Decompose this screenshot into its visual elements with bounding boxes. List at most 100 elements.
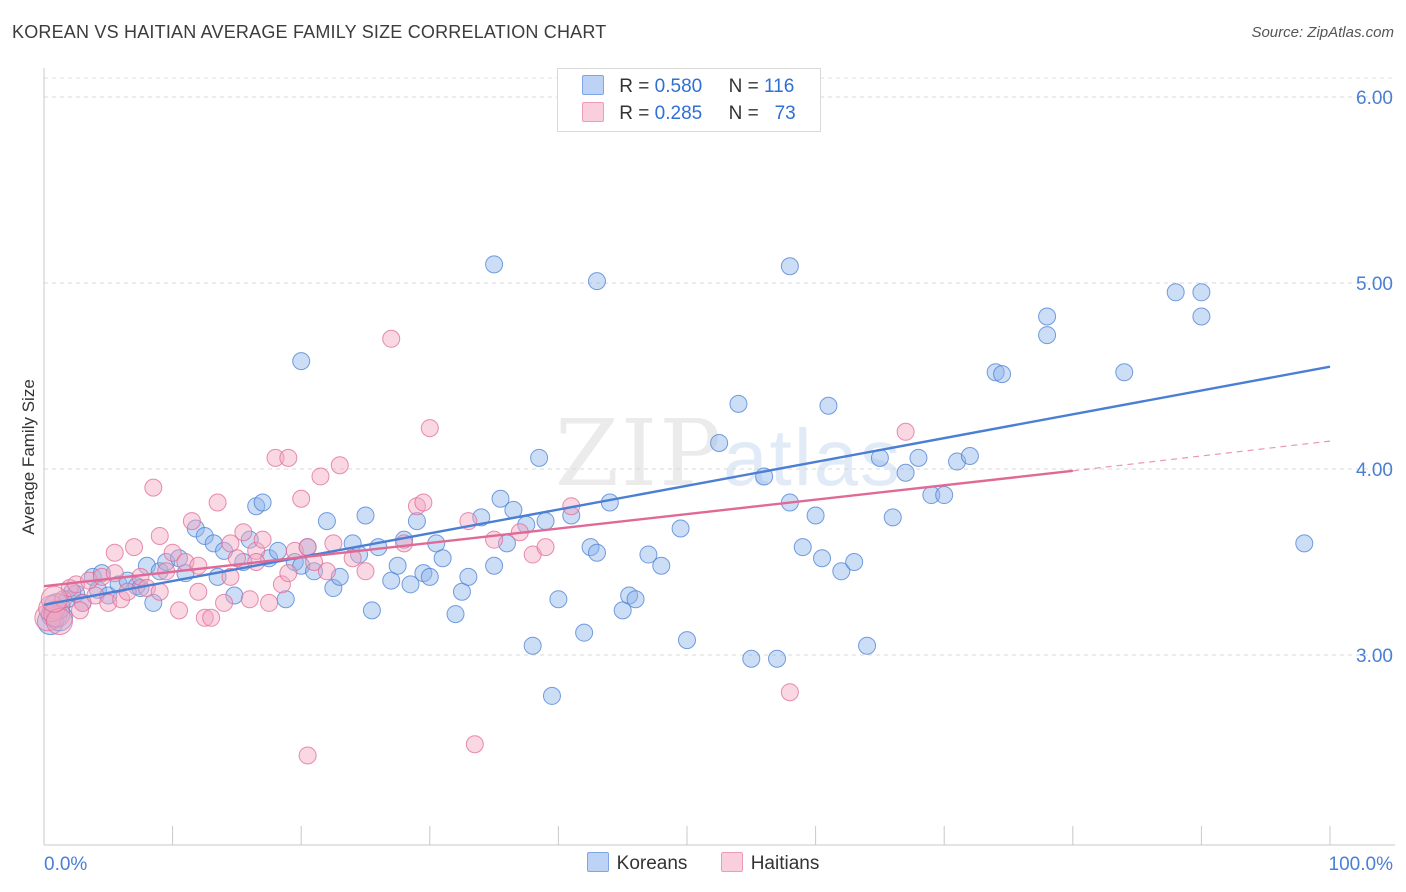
koreans-point — [993, 365, 1012, 384]
haitians-point — [253, 530, 272, 549]
koreans-point — [45, 604, 73, 632]
koreans-point — [407, 512, 426, 531]
koreans-point — [832, 562, 851, 581]
haitians-point — [272, 575, 291, 594]
koreans-point — [317, 512, 336, 531]
koreans-point — [729, 394, 748, 413]
koreans-trend-line — [43, 365, 1331, 606]
haitians-point — [260, 593, 279, 612]
haitians-point — [330, 456, 349, 475]
koreans-point — [896, 463, 915, 482]
haitians-point — [279, 448, 298, 467]
korean-r-label: R = — [619, 76, 650, 97]
haitians-trend-line — [43, 469, 1073, 588]
koreans-point — [542, 686, 561, 705]
koreans-point — [485, 556, 504, 575]
haitians-point — [118, 582, 137, 601]
haitians-point — [420, 419, 439, 438]
haitian-n-value: 73 — [774, 103, 796, 124]
haitians-point — [170, 601, 189, 620]
haitians-point — [45, 608, 73, 636]
haitians-point — [485, 530, 504, 549]
haitians-point — [343, 549, 362, 568]
x-tick-label-min: 0.0% — [44, 854, 87, 875]
koreans-point — [639, 545, 658, 564]
haitians-point — [105, 543, 124, 562]
korean-n-value: 116 — [764, 76, 795, 97]
koreans-point — [109, 575, 128, 594]
koreans-point — [845, 553, 864, 571]
koreans-point — [324, 579, 343, 598]
haitians-point — [150, 526, 169, 545]
koreans-point — [523, 636, 542, 655]
koreans-point — [883, 508, 902, 527]
haitians-point — [150, 582, 169, 601]
haitians-point — [189, 556, 208, 575]
koreans-point — [813, 549, 832, 568]
y-axis-title: Average Family Size — [19, 379, 38, 535]
chart-title: KOREAN VS HAITIAN AVERAGE FAMILY SIZE CO… — [12, 22, 607, 42]
haitians-point — [208, 493, 227, 512]
koreans-point — [433, 549, 452, 568]
koreans-point — [195, 526, 214, 545]
koreans-point — [986, 363, 1005, 382]
haitians-point — [414, 493, 433, 512]
koreans-point — [1192, 283, 1211, 302]
y-tick-label: 6.00 — [1356, 88, 1393, 109]
koreans-point — [253, 493, 272, 512]
watermark: ZIPatlas — [555, 400, 902, 507]
haitians-point — [311, 467, 330, 486]
legend-item-koreans[interactable]: Koreans — [586, 852, 688, 875]
haitians-point — [356, 562, 375, 581]
watermark-atlas: atlas — [723, 413, 903, 502]
koreans-point — [1038, 307, 1057, 326]
haitian-n-label: N = — [728, 103, 759, 124]
koreans-point — [292, 352, 311, 371]
haitians-point — [202, 608, 221, 627]
koreans-point — [420, 567, 439, 586]
koreans-point — [909, 448, 928, 467]
x-tick-label-max: 100.0% — [1329, 854, 1394, 875]
haitian-swatch — [582, 102, 604, 122]
koreans-point — [446, 605, 465, 624]
haitians-point — [234, 523, 253, 542]
y-tick-label: 5.00 — [1356, 274, 1393, 295]
korean-r-value: 0.580 — [654, 76, 703, 97]
koreans-point — [858, 636, 877, 655]
koreans-point — [485, 255, 504, 274]
koreans-point — [305, 562, 324, 581]
koreans-point — [793, 538, 812, 557]
y-tick-label: 3.00 — [1356, 646, 1393, 667]
watermark-zip: ZIP — [555, 400, 724, 507]
koreans-point — [935, 486, 954, 505]
koreans-point — [388, 556, 407, 575]
koreans-point — [678, 631, 696, 650]
koreans-legend-label: Koreans — [616, 853, 688, 874]
koreans-point — [600, 493, 619, 512]
legend-item-haitians[interactable]: Haitians — [720, 852, 819, 875]
haitians-trend-extension — [1072, 440, 1331, 472]
haitians-point — [40, 585, 68, 613]
koreans-point — [144, 593, 163, 612]
legend-row-haitian: R = 0.285 N = 73 — [582, 102, 796, 126]
haitians-point — [266, 448, 285, 467]
haitians-point — [382, 329, 401, 348]
legend-row-korean: R = 0.580 N = 116 — [582, 75, 794, 99]
haitians-point — [536, 538, 555, 557]
haitians-point — [195, 608, 214, 627]
koreans-point — [780, 257, 799, 276]
koreans-point — [626, 590, 645, 609]
haitians-point — [125, 538, 144, 557]
haitians-point — [215, 593, 234, 612]
koreans-point — [819, 396, 838, 415]
koreans-point — [401, 575, 420, 594]
koreans-point — [240, 530, 259, 549]
haitians-point — [298, 746, 317, 765]
koreans-point — [225, 586, 244, 605]
haitians-point — [221, 534, 240, 553]
koreans-point — [710, 433, 729, 452]
koreans-point — [549, 590, 568, 609]
koreans-point — [459, 567, 478, 586]
haitians-point — [780, 683, 799, 702]
haitians-point — [189, 582, 208, 601]
